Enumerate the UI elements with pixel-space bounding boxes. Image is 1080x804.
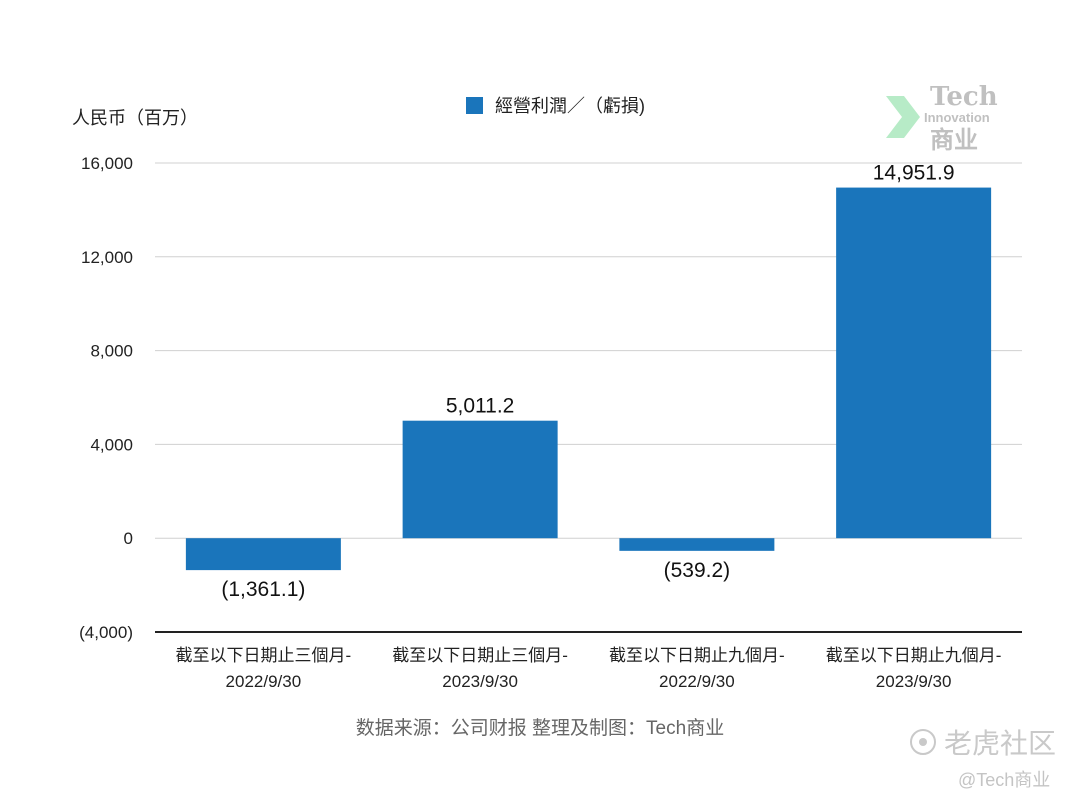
chevron-logo-icon [886, 96, 920, 138]
tech-logo: Tech Innovation 商业 [882, 82, 1012, 154]
data-label: 14,951.9 [873, 162, 955, 185]
watermark-handle: @Tech商业 [958, 770, 1051, 790]
y-tick-label: 0 [124, 529, 133, 548]
x-tick-label: 截至以下日期止三個月- [176, 646, 352, 665]
x-tick-label: 截至以下日期止九個月- [826, 646, 1002, 665]
x-tick-label: 截至以下日期止三個月- [392, 646, 568, 665]
y-tick-label: 8,000 [90, 342, 133, 361]
logo-text-cn: 商业 [930, 125, 978, 154]
x-tick-label: 2022/9/30 [659, 672, 735, 691]
source-note: 数据来源：公司财报 整理及制图：Tech商业 [355, 718, 725, 739]
bar [185, 538, 341, 571]
legend-swatch [466, 96, 483, 114]
x-tick-label: 2022/9/30 [226, 672, 302, 691]
x-tick-label: 2023/9/30 [442, 672, 518, 691]
bar [836, 187, 992, 539]
logo-text-innovation: Innovation [924, 110, 990, 125]
x-tick-label: 2023/9/30 [876, 672, 952, 691]
x-tick-label: 截至以下日期止九個月- [609, 646, 785, 665]
logo-text-tech: Tech [930, 82, 998, 112]
y-tick-label: (4,000) [79, 623, 133, 642]
y-tick-label: 16,000 [81, 154, 133, 173]
data-label: 5,011.2 [446, 395, 515, 418]
tiger-paw-icon [910, 729, 936, 755]
legend-label: 經營利潤／（虧損) [495, 96, 645, 116]
y-tick-label: 4,000 [90, 435, 133, 454]
bar [619, 538, 775, 551]
y-axis-label: 人民币（百万） [72, 108, 198, 128]
legend: 經營利潤／（虧損) [466, 92, 645, 118]
y-tick-label: 12,000 [81, 248, 133, 267]
data-label: (539.2) [664, 559, 731, 582]
data-label: (1,361.1) [221, 578, 305, 601]
bar [402, 420, 558, 539]
watermark: 老虎社区 [908, 722, 1056, 762]
watermark-text: 老虎社区 [944, 728, 1057, 759]
